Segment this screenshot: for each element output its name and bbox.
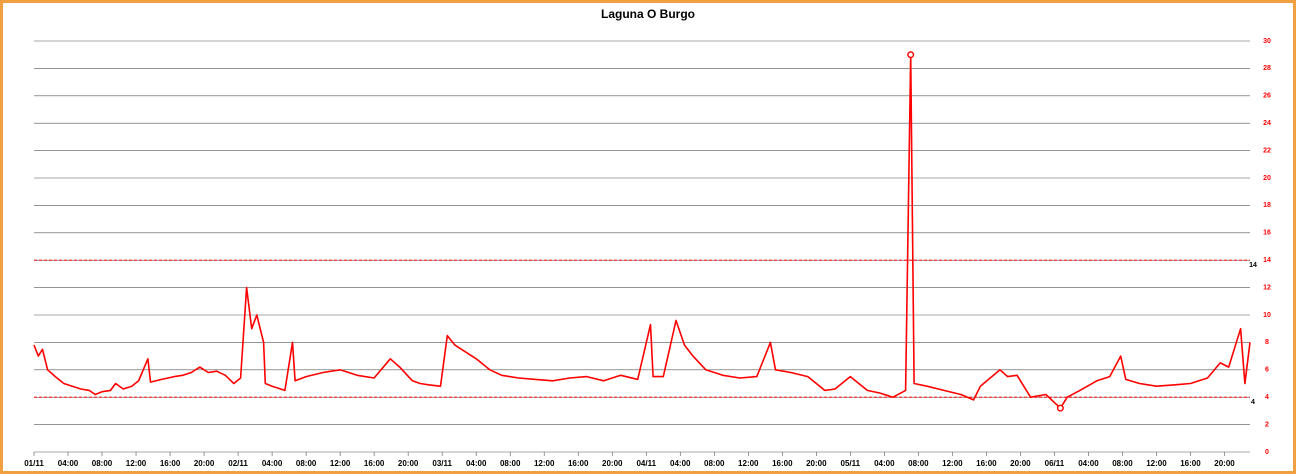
x-tick-label: 02/11 (228, 459, 248, 468)
x-tick-label: 16:00 (976, 459, 997, 468)
y-tick-label: 0 (1265, 449, 1269, 456)
x-tick-label: 16:00 (772, 459, 793, 468)
x-tick-label: 12:00 (126, 459, 147, 468)
x-tick-label: 12:00 (942, 459, 963, 468)
y-tick-label: 8 (1265, 339, 1269, 346)
x-tick-label: 04:00 (262, 459, 283, 468)
extreme-marker (1056, 404, 1064, 412)
x-tick-label: 16:00 (160, 459, 181, 468)
x-tick-label: 20:00 (602, 459, 623, 468)
data-line (33, 53, 1251, 409)
y-tick-label: 16 (1263, 230, 1271, 237)
x-tick-label: 05/11 (841, 459, 861, 468)
threshold-label: 4 (1251, 399, 1255, 406)
extreme-marker (907, 51, 915, 59)
x-tick-label: 08:00 (500, 459, 521, 468)
x-tick-label: 16:00 (1180, 459, 1201, 468)
x-tick-label: 12:00 (534, 459, 555, 468)
x-tick-label: 08:00 (1112, 459, 1133, 468)
y-tick-label: 4 (1265, 394, 1269, 401)
y-tick-label: 30 (1263, 38, 1271, 45)
y-tick-label: 14 (1263, 257, 1271, 264)
x-tick-label: 01/11 (24, 459, 44, 468)
x-tick-label: 12:00 (330, 459, 351, 468)
x-tick-label: 08:00 (92, 459, 113, 468)
y-tick-label: 12 (1263, 284, 1271, 291)
x-tick-label: 08:00 (704, 459, 725, 468)
x-tick-label: 16:00 (364, 459, 385, 468)
x-tick-label: 12:00 (1146, 459, 1167, 468)
chart-title: Laguna O Burgo (601, 7, 695, 21)
x-tick-label: 08:00 (296, 459, 317, 468)
x-tick-label: 04:00 (670, 459, 691, 468)
x-tick-label: 16:00 (568, 459, 589, 468)
y-tick-label: 24 (1263, 120, 1271, 127)
y-tick-label: 28 (1263, 65, 1271, 72)
x-tick-label: 20:00 (1214, 459, 1235, 468)
y-tick-label: 18 (1263, 202, 1271, 209)
x-tick-label: 06/11 (1045, 459, 1065, 468)
x-tick-label: 20:00 (806, 459, 827, 468)
y-tick-label: 6 (1265, 367, 1269, 374)
x-tick-label: 08:00 (908, 459, 929, 468)
y-tick-label: 22 (1263, 147, 1271, 154)
x-tick-label: 04:00 (1078, 459, 1099, 468)
x-tick-label: 04/11 (636, 459, 656, 468)
x-tick-label: 04:00 (874, 459, 895, 468)
y-tick-label: 20 (1263, 175, 1271, 182)
x-tick-label: 04:00 (466, 459, 487, 468)
threshold-label: 14 (1249, 262, 1257, 269)
x-tick-label: 20:00 (194, 459, 215, 468)
y-tick-label: 26 (1263, 93, 1271, 100)
y-tick-label: 2 (1265, 421, 1269, 428)
x-tick-label: 20:00 (1010, 459, 1031, 468)
x-tick-label: 03/11 (432, 459, 452, 468)
x-tick-label: 04:00 (58, 459, 79, 468)
x-tick-label: 12:00 (738, 459, 759, 468)
x-tick-label: 20:00 (398, 459, 419, 468)
y-tick-label: 10 (1263, 312, 1271, 319)
